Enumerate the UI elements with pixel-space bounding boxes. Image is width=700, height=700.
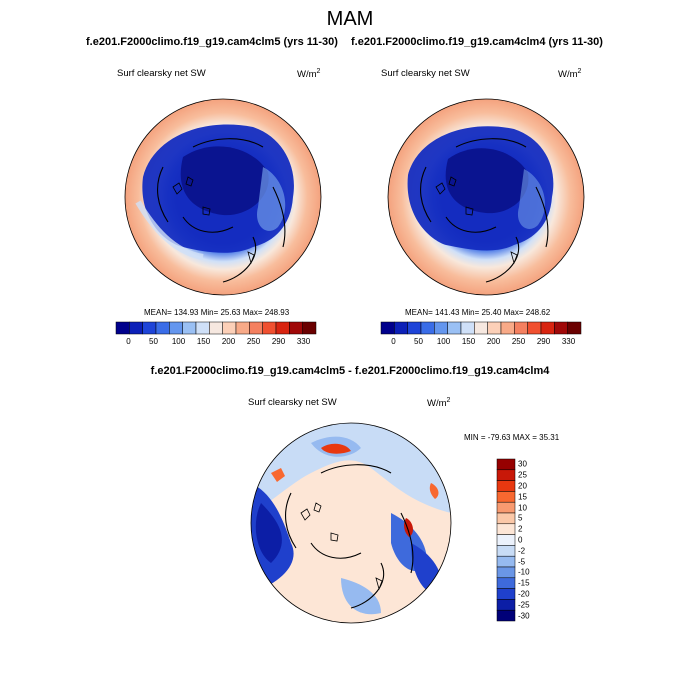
- left-colorbar-ticks: 0 50 100 150 200 250 290 330: [116, 337, 316, 349]
- right-colorbar-tick-label: 100: [436, 337, 451, 346]
- left-colorbar-tick-label: 330: [296, 337, 311, 346]
- right-panel-title: f.e201.F2000climo.f19_g19.cam4clm4 (yrs …: [351, 36, 603, 48]
- left-colorbar-swatch: [262, 321, 277, 335]
- diff-colorbar-swatch: [496, 491, 516, 503]
- left-panel-stats: MEAN= 134.93 Min= 25.63 Max= 248.93: [144, 308, 290, 317]
- diff-colorbar-swatch: [496, 566, 516, 579]
- right-colorbar-swatch: [420, 321, 435, 335]
- diff-colorbar-label: 30: [518, 459, 527, 469]
- right-colorbar-tick-label: 290: [536, 337, 551, 346]
- left-colorbar-swatch: [222, 321, 237, 335]
- diff-colorbar-label: 20: [518, 481, 527, 491]
- right-colorbar-swatch: [500, 321, 515, 335]
- diff-panel-label: Surf clearsky net SW: [248, 397, 337, 408]
- diff-colorbar-label: 25: [518, 470, 527, 480]
- diff-colorbar-swatch: [496, 458, 516, 471]
- right-panel-label: Surf clearsky net SW: [381, 68, 470, 79]
- right-panel-stats: MEAN= 141.43 Min= 25.40 Max= 248.62: [405, 308, 551, 317]
- right-colorbar-swatch: [394, 321, 408, 335]
- left-polar-map: [124, 98, 322, 296]
- right-colorbar-tick-label: 150: [461, 337, 476, 346]
- diff-colorbar-swatch: [496, 588, 516, 600]
- diff-colorbar: [496, 458, 516, 622]
- left-colorbar-tick-label: 50: [149, 337, 158, 346]
- left-colorbar-tick-label: 250: [246, 337, 261, 346]
- left-colorbar: [115, 321, 317, 335]
- diff-colorbar-swatch: [496, 523, 516, 535]
- right-colorbar-swatch: [514, 321, 528, 335]
- left-panel-units: W/m2: [297, 68, 321, 81]
- diff-colorbar-label: 10: [518, 503, 527, 513]
- left-colorbar-swatch: [155, 321, 170, 335]
- right-colorbar-swatch: [407, 321, 422, 335]
- right-polar-map: [387, 98, 585, 296]
- diff-colorbar-swatch: [496, 609, 516, 622]
- diff-panel-stats: MIN = -79.63 MAX = 35.31: [464, 433, 560, 442]
- right-colorbar-tick-label: 200: [486, 337, 501, 346]
- right-panel-units: W/m2: [558, 68, 582, 81]
- right-colorbar-tick-label: 0: [391, 337, 396, 346]
- left-colorbar-swatch: [182, 321, 197, 335]
- diff-panel-title: f.e201.F2000climo.f19_g19.cam4clm5 - f.e…: [150, 365, 550, 377]
- diff-panel-units: W/m2: [427, 397, 451, 410]
- diff-colorbar-labels: 30 25 20 15 10 5 2 0 -2 -5 -10 -15 -20 -25 -30: [518, 459, 548, 621]
- figure-title: MAM: [326, 8, 374, 30]
- right-colorbar-tick-label: 50: [414, 337, 423, 346]
- diff-colorbar-swatch: [496, 577, 516, 589]
- left-colorbar-swatch: [195, 321, 210, 335]
- left-colorbar-tick-label: 290: [271, 337, 286, 346]
- left-colorbar-tick-label: 100: [171, 337, 186, 346]
- right-colorbar-swatch: [474, 321, 488, 335]
- left-colorbar-swatch: [209, 321, 223, 335]
- diff-colorbar-label: -10: [518, 567, 530, 577]
- left-colorbar-tick-label: 0: [126, 337, 131, 346]
- diff-colorbar-swatch: [496, 545, 516, 557]
- right-colorbar-swatch: [434, 321, 448, 335]
- left-colorbar-swatch: [129, 321, 143, 335]
- right-colorbar-tick-label: 250: [511, 337, 526, 346]
- right-colorbar: [380, 321, 582, 335]
- diff-colorbar-label: -30: [518, 611, 530, 621]
- left-panel-label: Surf clearsky net SW: [117, 68, 206, 79]
- right-colorbar-swatch: [540, 321, 555, 335]
- diff-colorbar-swatch: [496, 501, 516, 514]
- right-colorbar-ticks: 0 50 100 150 200 250 290 330: [381, 337, 581, 349]
- right-colorbar-swatch: [527, 321, 542, 335]
- diff-colorbar-label: -20: [518, 589, 530, 599]
- diff-colorbar-swatch: [496, 469, 516, 481]
- left-colorbar-swatch: [302, 321, 317, 335]
- left-colorbar-swatch: [142, 321, 157, 335]
- left-colorbar-tick-label: 200: [221, 337, 236, 346]
- diff-colorbar-label: -15: [518, 578, 530, 588]
- diff-colorbar-label: -25: [518, 600, 530, 610]
- diff-colorbar-swatch: [496, 512, 516, 525]
- diff-colorbar-label: 15: [518, 492, 527, 502]
- left-colorbar-swatch: [249, 321, 263, 335]
- diff-colorbar-label: -2: [518, 546, 526, 556]
- right-colorbar-tick-label: 330: [561, 337, 576, 346]
- diff-colorbar-swatch: [496, 555, 516, 568]
- right-colorbar-swatch: [447, 321, 462, 335]
- diff-colorbar-swatch: [496, 599, 516, 611]
- left-colorbar-swatch: [289, 321, 303, 335]
- diff-colorbar-label: 5: [518, 513, 523, 523]
- right-colorbar-swatch: [460, 321, 475, 335]
- right-colorbar-swatch: [567, 321, 582, 335]
- diff-colorbar-label: -5: [518, 557, 526, 567]
- right-colorbar-swatch: [554, 321, 568, 335]
- right-colorbar-swatch: [487, 321, 502, 335]
- diff-colorbar-swatch: [496, 480, 516, 492]
- left-colorbar-swatch: [235, 321, 250, 335]
- right-colorbar-swatch: [380, 321, 395, 335]
- left-colorbar-tick-label: 150: [196, 337, 211, 346]
- left-panel-title: f.e201.F2000climo.f19_g19.cam4clm5 (yrs …: [86, 36, 338, 48]
- left-colorbar-swatch: [115, 321, 130, 335]
- left-colorbar-swatch: [275, 321, 290, 335]
- diff-colorbar-swatch: [496, 534, 516, 546]
- diff-colorbar-label: 2: [518, 524, 523, 534]
- left-colorbar-swatch: [169, 321, 183, 335]
- diff-polar-map: [250, 422, 452, 624]
- diff-colorbar-label: 0: [518, 535, 523, 545]
